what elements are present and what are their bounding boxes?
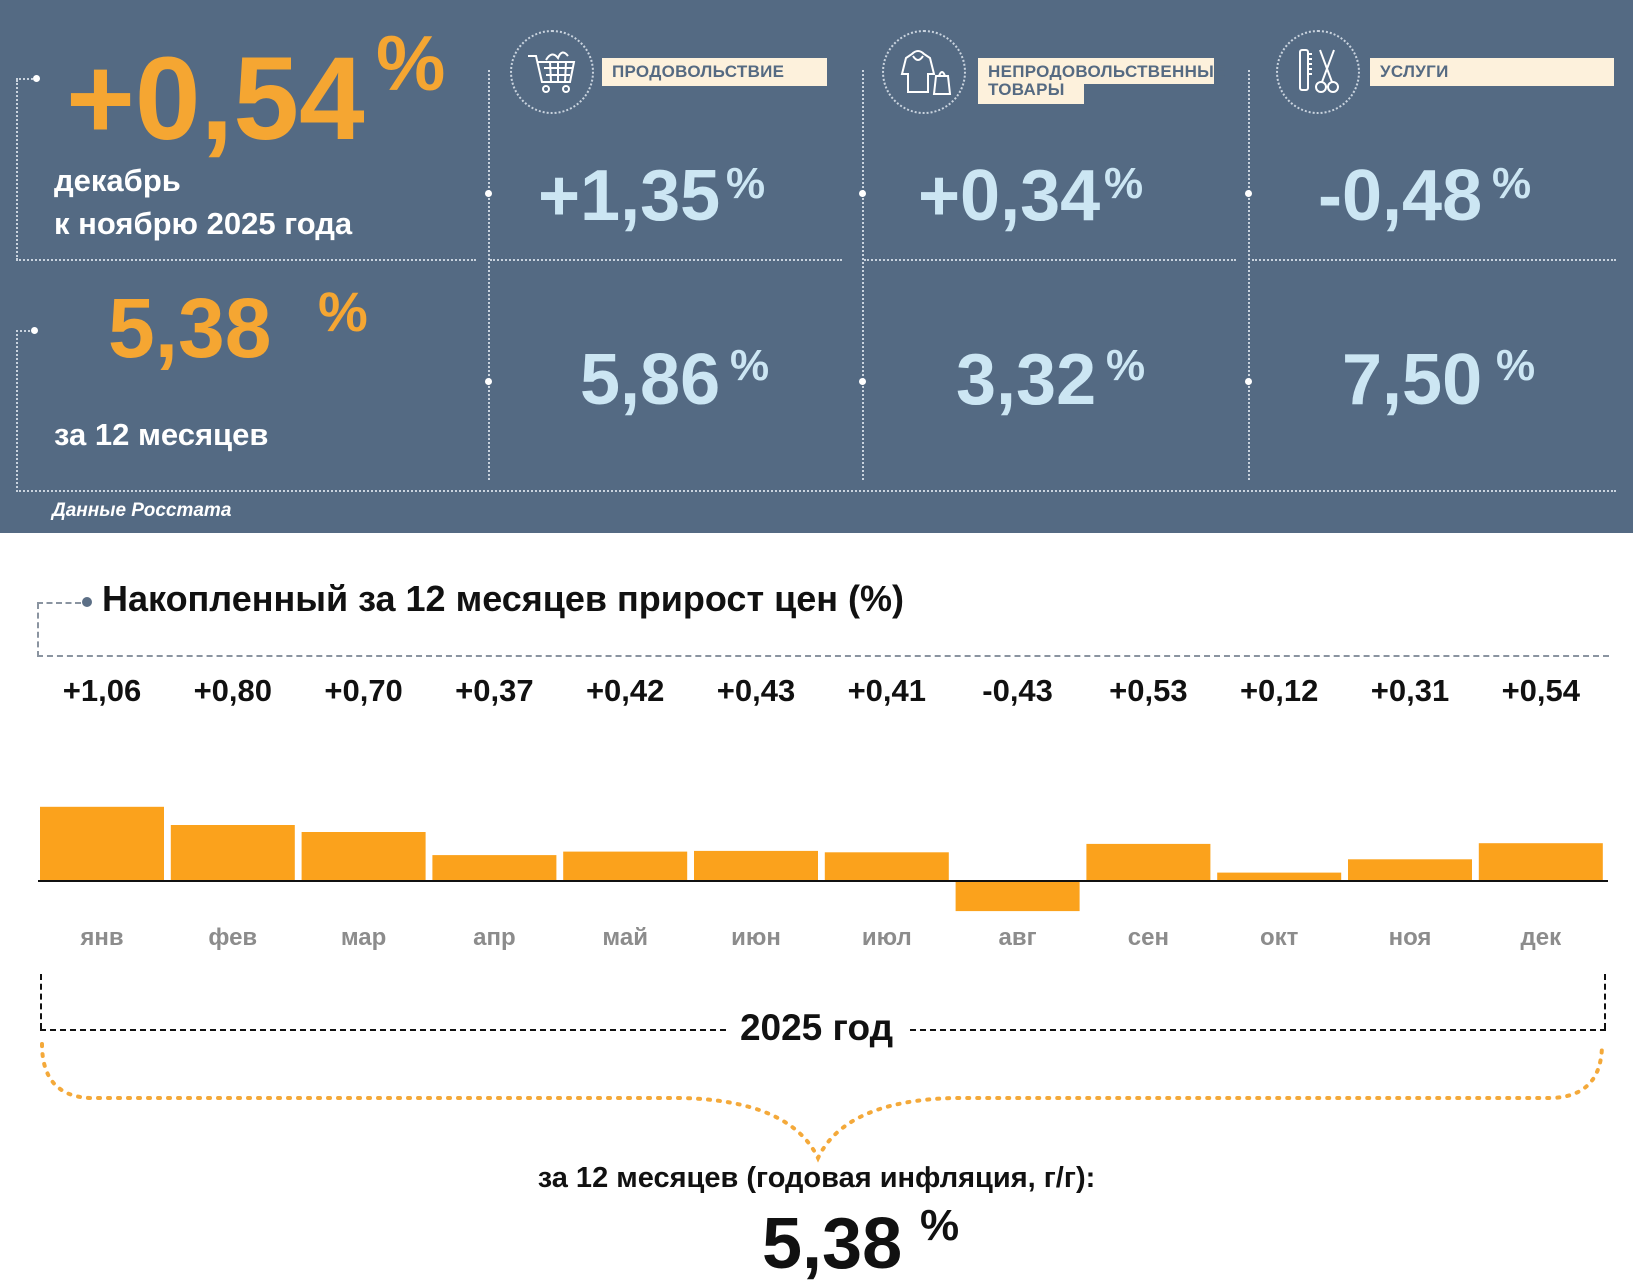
month-label-июн: июн <box>731 924 781 951</box>
connector-dot <box>859 378 866 385</box>
bar-апр <box>432 855 557 881</box>
connector-line <box>16 330 18 492</box>
connector-line <box>16 330 34 332</box>
category-label-nonfood-line2: ТОВАРЫ <box>978 80 1084 104</box>
services-monthly-value: -0,48 <box>1318 156 1483 236</box>
nonfood-annual-percent: % <box>1106 341 1146 390</box>
bar-янв <box>40 806 164 881</box>
nonfood-monthly-percent: % <box>1104 159 1144 208</box>
value-label-авг: -0,43 <box>982 673 1053 708</box>
shopping-cart-icon <box>510 30 594 114</box>
services-annual-value: 7,50 <box>1342 340 1483 420</box>
annual-inflation-total-percent: % <box>920 1201 960 1250</box>
annual-inflation-total-value: 5,38 <box>762 1204 903 1284</box>
year-bracket-left <box>40 974 42 1029</box>
data-source: Данные Росстата <box>52 500 232 521</box>
bar-chart <box>38 806 1608 912</box>
row-divider <box>1252 259 1616 261</box>
bottom-divider <box>16 490 1616 492</box>
bar-дек <box>1478 843 1603 881</box>
category-label-nonfood: НЕПРОДОВОЛЬСТВЕННЫЕ <box>978 58 1226 84</box>
connector-line <box>16 80 18 260</box>
bar-фев <box>170 825 295 881</box>
connector-dot <box>31 327 38 334</box>
value-label-май: +0,42 <box>585 673 665 708</box>
category-label-food: ПРОДОВОЛЬСТВИЕ <box>602 58 827 86</box>
month-label-янв: янв <box>80 924 124 951</box>
year-label: 2025 год <box>725 1007 908 1048</box>
title-dot <box>82 597 92 607</box>
column-divider <box>862 70 864 480</box>
value-label-окт: +0,12 <box>1239 673 1319 708</box>
connector-dot <box>33 75 40 82</box>
value-label-сен: +0,53 <box>1109 673 1188 708</box>
value-label-июл: +0,41 <box>847 673 927 708</box>
connector-dot <box>1245 190 1252 197</box>
nonfood-monthly-value: +0,34 <box>918 156 1101 236</box>
category-label-nonfood-line1: НЕПРОДОВОЛЬСТВЕННЫЕ <box>988 62 1226 81</box>
row-divider <box>490 259 842 261</box>
bar-мар <box>301 832 426 881</box>
annual-inflation-total: 5,38 % <box>762 1204 959 1281</box>
connector-dot <box>485 190 492 197</box>
month-label-дек: дек <box>1520 924 1562 951</box>
bar-ноя <box>1348 859 1472 881</box>
month-label-ноя: ноя <box>1388 924 1432 951</box>
row-divider <box>864 259 1236 261</box>
chart-title: Накопленный за 12 месяцев прирост цен (%… <box>102 578 904 619</box>
monthly-caption-line1: декабрь <box>54 163 181 198</box>
food-annual-value: 5,86 <box>580 340 721 420</box>
month-label-май: май <box>602 924 648 951</box>
annual-caption: за 12 месяцев <box>54 417 269 452</box>
bar-сен <box>1086 843 1211 881</box>
annual-inflation-caption: за 12 месяцев (годовая инфляция, г/г): <box>537 1162 1096 1194</box>
value-label-мар: +0,70 <box>324 673 403 708</box>
value-label-июн: +0,43 <box>716 673 796 708</box>
column-divider <box>1248 70 1250 480</box>
bar-май <box>563 851 688 881</box>
services-monthly-percent: % <box>1492 159 1532 208</box>
connector-dot <box>859 190 866 197</box>
connector-line <box>16 78 36 80</box>
column-divider <box>488 70 490 480</box>
annual-inflation-value: 5,38 <box>108 281 272 375</box>
title-connector <box>37 603 39 657</box>
bar-июл <box>824 852 949 881</box>
value-label-фев: +0,80 <box>193 673 273 708</box>
food-monthly-value: +1,35 <box>538 156 721 236</box>
monthly-caption-line2: к ноябрю 2025 года <box>54 206 353 241</box>
monthly-inflation-percent: % <box>376 19 446 107</box>
value-label-янв: +1,06 <box>62 673 142 708</box>
comb-scissors-icon <box>1276 30 1360 114</box>
food-monthly-percent: % <box>726 159 766 208</box>
title-underline <box>37 655 1609 657</box>
monthly-inflation-value: +0,54 <box>66 33 365 165</box>
hoodie-bag-icon <box>882 30 966 114</box>
value-label-апр: +0,37 <box>455 673 534 708</box>
month-label-апр: апр <box>473 924 516 951</box>
summary-panel: +0,54 % декабрь к ноябрю 2025 года 5,38 … <box>0 0 1633 533</box>
bar-авг <box>955 881 1080 912</box>
nonfood-annual-value: 3,32 <box>956 340 1097 420</box>
month-label-июл: июл <box>861 924 912 951</box>
month-label-окт: окт <box>1259 924 1299 951</box>
month-label-сен: сен <box>1127 924 1169 951</box>
month-label-авг: авг <box>998 924 1037 951</box>
food-annual-percent: % <box>730 341 770 390</box>
category-label-services: УСЛУГИ <box>1370 58 1614 86</box>
bar-июн <box>694 850 818 881</box>
value-label-дек: +0,54 <box>1501 673 1581 708</box>
value-label-ноя: +0,31 <box>1370 673 1450 708</box>
annual-inflation-percent: % <box>318 280 368 343</box>
month-label-мар: мар <box>340 924 387 951</box>
year-bracket-right <box>1604 974 1606 1029</box>
row-divider <box>16 259 476 261</box>
title-connector <box>37 602 81 604</box>
bar-окт <box>1217 872 1342 881</box>
services-annual-percent: % <box>1496 341 1536 390</box>
month-label-фев: фев <box>208 924 258 951</box>
curly-brace <box>40 1042 1604 1163</box>
connector-dot <box>485 378 492 385</box>
connector-dot <box>1245 378 1252 385</box>
